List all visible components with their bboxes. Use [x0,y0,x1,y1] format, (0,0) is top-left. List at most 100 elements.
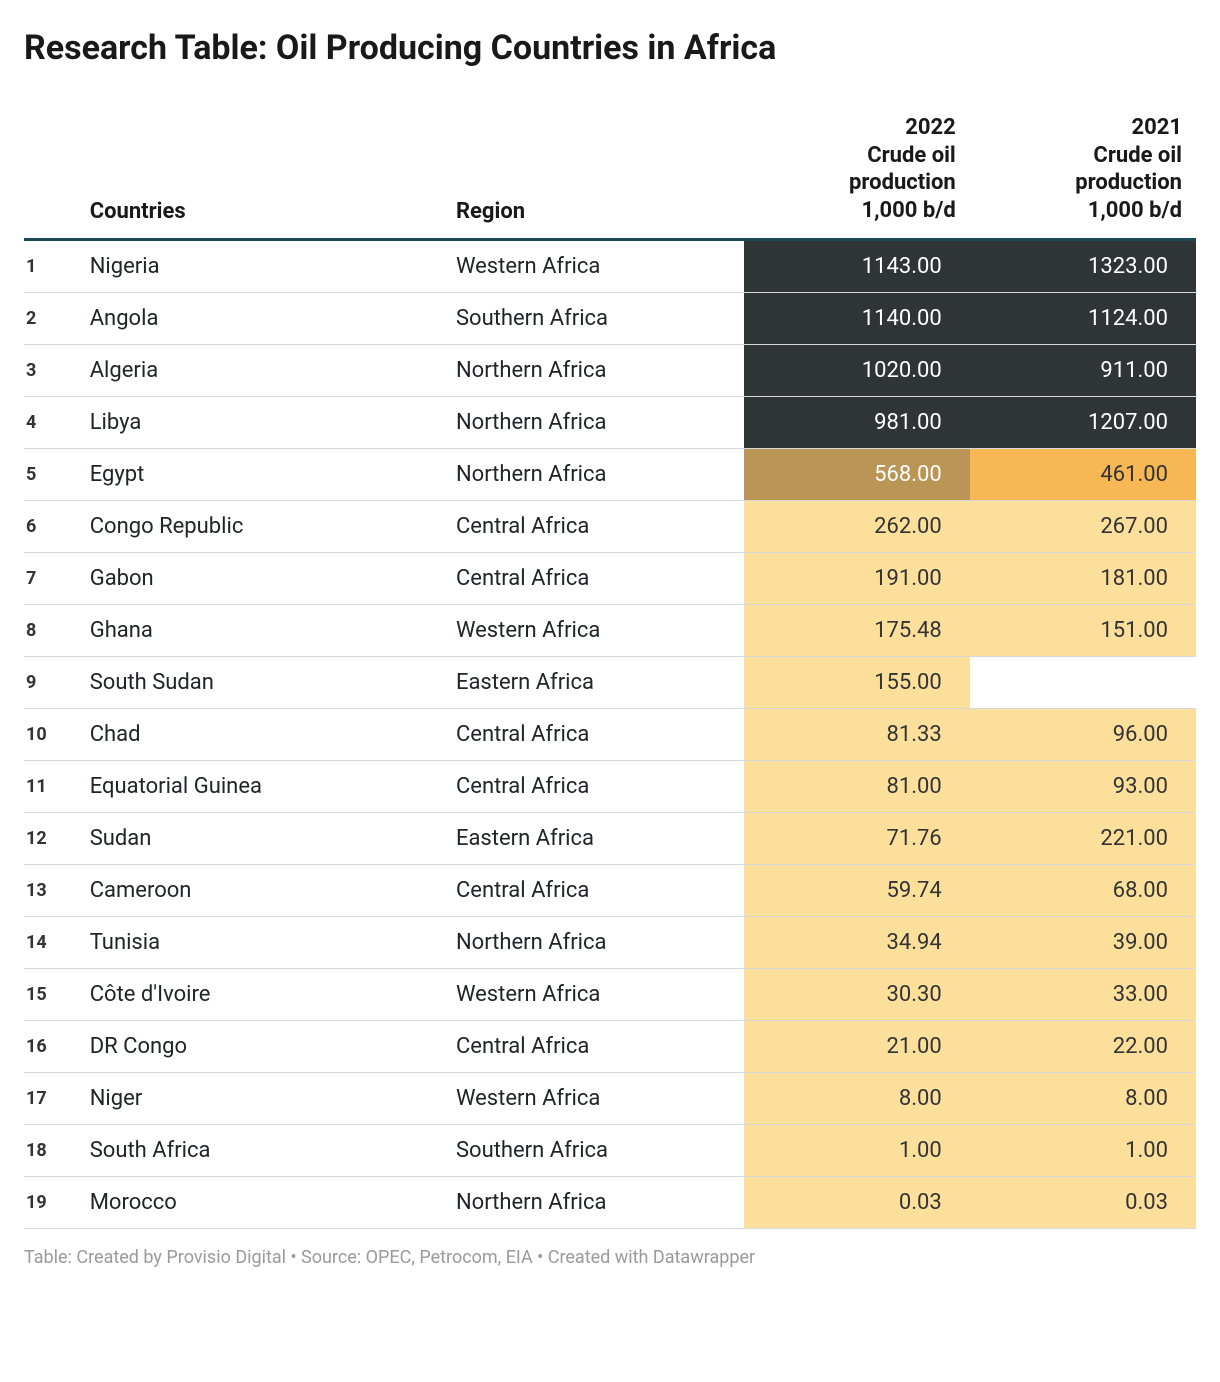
table-row: 15Côte d'IvoireWestern Africa30.3033.00 [24,969,1196,1021]
prod-2022-cell: 175.48 [744,605,970,657]
region-cell: Northern Africa [442,449,744,501]
rank-cell: 16 [24,1021,76,1073]
region-cell: Central Africa [442,709,744,761]
region-cell: Central Africa [442,761,744,813]
prod-2021-cell: 93.00 [970,761,1196,813]
col-region-header: Region [442,104,744,240]
region-cell: Central Africa [442,501,744,553]
page-title: Research Table: Oil Producing Countries … [24,28,1196,68]
country-cell: Chad [76,709,442,761]
country-cell: Côte d'Ivoire [76,969,442,1021]
prod-2022-cell: 71.76 [744,813,970,865]
table-row: 6Congo RepublicCentral Africa262.00267.0… [24,501,1196,553]
prod-2021-cell: 33.00 [970,969,1196,1021]
rank-cell: 9 [24,657,76,709]
country-cell: Gabon [76,553,442,605]
prod-2021-cell: 461.00 [970,449,1196,501]
country-cell: Cameroon [76,865,442,917]
prod-2021-cell: 911.00 [970,345,1196,397]
col-country-header: Countries [76,104,442,240]
col-2021-header: 2021Crude oilproduction1,000 b/d [970,104,1196,240]
prod-2021-cell: 181.00 [970,553,1196,605]
table-row: 4LibyaNorthern Africa981.001207.00 [24,397,1196,449]
table-row: 17NigerWestern Africa8.008.00 [24,1073,1196,1125]
rank-cell: 14 [24,917,76,969]
prod-2022-cell: 0.03 [744,1177,970,1229]
prod-2022-cell: 568.00 [744,449,970,501]
prod-2021-cell: 1323.00 [970,240,1196,293]
prod-2022-cell: 21.00 [744,1021,970,1073]
country-cell: Equatorial Guinea [76,761,442,813]
prod-2021-cell: 1.00 [970,1125,1196,1177]
prod-2022-cell: 1.00 [744,1125,970,1177]
prod-2021-cell: 151.00 [970,605,1196,657]
table-row: 8GhanaWestern Africa175.48151.00 [24,605,1196,657]
country-cell: Morocco [76,1177,442,1229]
prod-2021-cell: 8.00 [970,1073,1196,1125]
region-cell: Southern Africa [442,293,744,345]
prod-2021-cell: 1124.00 [970,293,1196,345]
prod-2022-cell: 191.00 [744,553,970,605]
table-row: 9South SudanEastern Africa155.00 [24,657,1196,709]
rank-cell: 2 [24,293,76,345]
prod-2021-cell: 267.00 [970,501,1196,553]
country-cell: Libya [76,397,442,449]
table-footer-credit: Table: Created by Provisio Digital • Sou… [24,1247,1196,1268]
prod-2021-cell: 221.00 [970,813,1196,865]
col-rank-header [24,104,76,240]
table-row: 19MoroccoNorthern Africa0.030.03 [24,1177,1196,1229]
rank-cell: 3 [24,345,76,397]
region-cell: Central Africa [442,865,744,917]
country-cell: Ghana [76,605,442,657]
prod-2022-cell: 981.00 [744,397,970,449]
prod-2022-cell: 30.30 [744,969,970,1021]
country-cell: Congo Republic [76,501,442,553]
prod-2022-cell: 155.00 [744,657,970,709]
country-cell: South Africa [76,1125,442,1177]
rank-cell: 6 [24,501,76,553]
rank-cell: 15 [24,969,76,1021]
table-row: 12SudanEastern Africa71.76221.00 [24,813,1196,865]
region-cell: Western Africa [442,240,744,293]
region-cell: Northern Africa [442,917,744,969]
region-cell: Central Africa [442,553,744,605]
rank-cell: 19 [24,1177,76,1229]
region-cell: Eastern Africa [442,813,744,865]
table-row: 2AngolaSouthern Africa1140.001124.00 [24,293,1196,345]
prod-2021-cell: 96.00 [970,709,1196,761]
region-cell: Southern Africa [442,1125,744,1177]
table-row: 10ChadCentral Africa81.3396.00 [24,709,1196,761]
table-row: 7GabonCentral Africa191.00181.00 [24,553,1196,605]
table-row: 5EgyptNorthern Africa568.00461.00 [24,449,1196,501]
country-cell: Niger [76,1073,442,1125]
prod-2021-cell [970,657,1196,709]
prod-2022-cell: 262.00 [744,501,970,553]
col-2022-header: 2022Crude oilproduction1,000 b/d [744,104,970,240]
rank-cell: 4 [24,397,76,449]
rank-cell: 8 [24,605,76,657]
country-cell: DR Congo [76,1021,442,1073]
country-cell: Nigeria [76,240,442,293]
rank-cell: 17 [24,1073,76,1125]
region-cell: Eastern Africa [442,657,744,709]
oil-production-table: Countries Region 2022Crude oilproduction… [24,104,1196,1229]
prod-2021-cell: 68.00 [970,865,1196,917]
rank-cell: 1 [24,240,76,293]
table-row: 16DR CongoCentral Africa21.0022.00 [24,1021,1196,1073]
table-row: 14TunisiaNorthern Africa34.9439.00 [24,917,1196,969]
prod-2021-cell: 22.00 [970,1021,1196,1073]
country-cell: Angola [76,293,442,345]
country-cell: South Sudan [76,657,442,709]
prod-2021-cell: 0.03 [970,1177,1196,1229]
region-cell: Western Africa [442,1073,744,1125]
country-cell: Algeria [76,345,442,397]
country-cell: Tunisia [76,917,442,969]
table-row: 13CameroonCentral Africa59.7468.00 [24,865,1196,917]
prod-2021-cell: 1207.00 [970,397,1196,449]
region-cell: Northern Africa [442,1177,744,1229]
region-cell: Northern Africa [442,345,744,397]
rank-cell: 11 [24,761,76,813]
region-cell: Northern Africa [442,397,744,449]
rank-cell: 12 [24,813,76,865]
country-cell: Sudan [76,813,442,865]
